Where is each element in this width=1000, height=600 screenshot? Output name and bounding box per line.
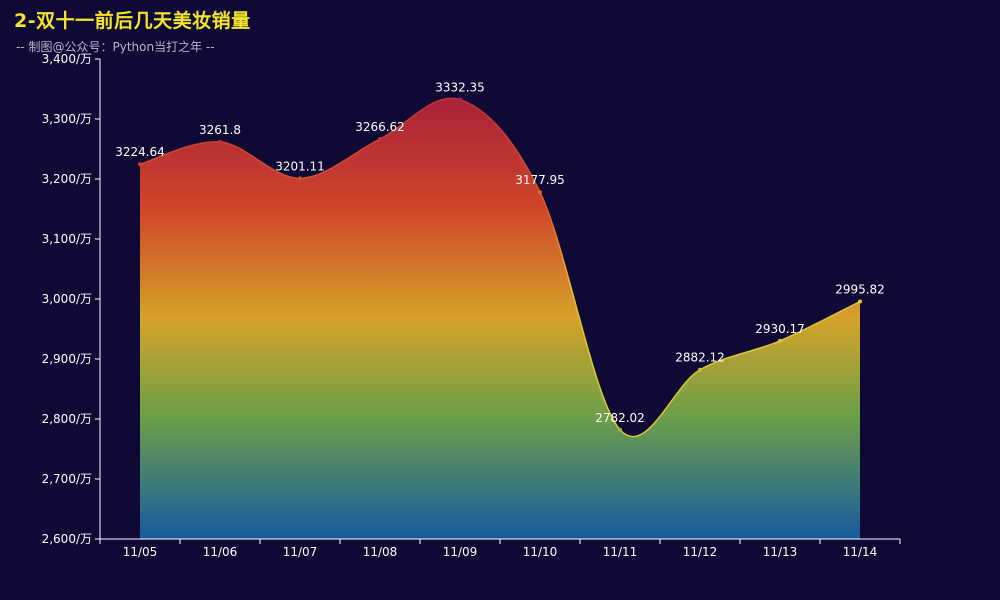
data-point (778, 338, 782, 343)
y-tick-label: 3,400/万 (42, 52, 92, 66)
chart-subtitle: -- 制图@公众号：Python当打之年 -- (16, 40, 215, 54)
axis-layer: 2,600/万 2,700/万 2,800/万 2,900/万 3,000/万 3,100… (42, 52, 901, 559)
x-tick-label: 11/10 (523, 545, 558, 559)
x-tick-label: 11/07 (283, 545, 318, 559)
data-label: 3177.95 (515, 173, 565, 187)
y-tick-label: 2,800/万 (42, 412, 92, 426)
data-label: 3201.11 (275, 159, 325, 173)
y-tick-label: 3,100/万 (42, 232, 92, 246)
series-area (140, 98, 860, 539)
data-label: 2782.02 (595, 411, 645, 425)
x-tick-label: 11/13 (763, 545, 798, 559)
point-layer (138, 97, 862, 432)
data-label: 3266.62 (355, 120, 405, 134)
data-point (858, 299, 862, 304)
x-tick-label: 11/09 (443, 545, 478, 559)
x-tick-label: 11/08 (363, 545, 398, 559)
series-line (139, 97, 861, 438)
x-tick-label: 11/11 (603, 545, 638, 559)
y-tick-label: 3,000/万 (42, 292, 92, 306)
y-tick-label: 2,900/万 (42, 352, 92, 366)
data-point (458, 97, 462, 102)
data-point (538, 190, 542, 195)
y-tick-label: 2,600/万 (42, 532, 92, 546)
x-tick-label: 11/06 (203, 545, 238, 559)
data-label: 3261.8 (199, 123, 241, 137)
x-tick-label: 11/14 (843, 545, 878, 559)
data-point (698, 367, 702, 372)
area-layer (139, 97, 861, 539)
data-label: 2882.12 (675, 351, 725, 365)
y-tick-label: 3,300/万 (42, 112, 92, 126)
chart-title: 2-双十一前后几天美妆销量 (14, 10, 251, 32)
data-label: 2930.17 (755, 322, 805, 336)
data-point (378, 137, 382, 142)
label-layer: 3224.64 3261.8 3201.11 3266.62 3332.35 3177.9… (115, 81, 885, 425)
data-point (298, 176, 302, 181)
data-label: 2995.82 (835, 283, 885, 297)
data-point (138, 162, 142, 167)
y-tick-label: 3,200/万 (42, 172, 92, 186)
data-label: 3224.64 (115, 145, 165, 159)
data-label: 3332.35 (435, 81, 485, 95)
data-point (618, 427, 622, 432)
y-tick-label: 2,700/万 (42, 472, 92, 486)
x-tick-label: 11/05 (123, 545, 158, 559)
x-tick-label: 11/12 (683, 545, 718, 559)
data-point (218, 139, 222, 144)
